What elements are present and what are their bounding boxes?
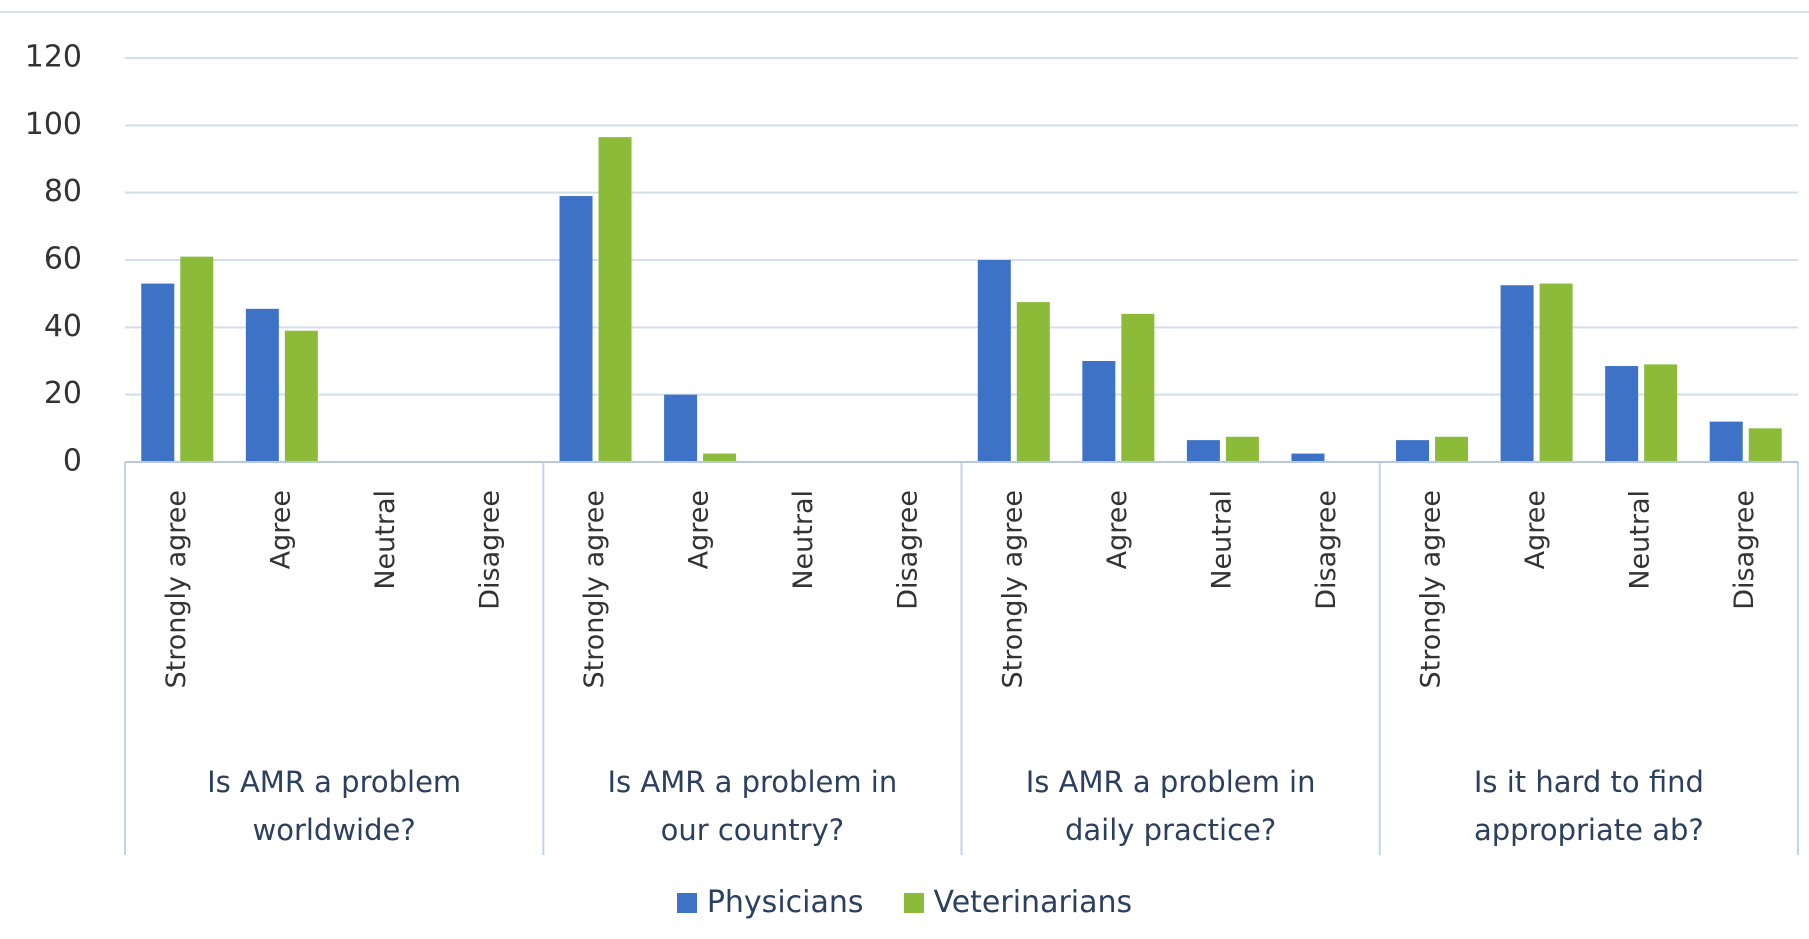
legend-item: Veterinarians — [903, 885, 1133, 920]
group-label: Is AMR a problem in daily practice? — [1025, 765, 1316, 847]
group-label: Is AMR a problem in our country? — [607, 765, 898, 847]
legend-label: Veterinarians — [933, 885, 1133, 920]
legend-swatch — [676, 892, 697, 913]
bar — [284, 330, 318, 462]
bar — [141, 283, 175, 462]
bar — [1186, 440, 1220, 462]
legend-item: Physicians — [676, 885, 864, 920]
x-tick-label: Neutral — [788, 490, 819, 590]
bar — [598, 137, 632, 462]
x-tick-label: Disagree — [1729, 490, 1760, 610]
bar — [1396, 440, 1430, 462]
x-tick-label: Strongly agree — [161, 490, 192, 688]
bar — [1748, 428, 1782, 462]
bar — [977, 260, 1011, 462]
x-tick-label: Neutral — [370, 490, 401, 590]
x-tick-label: Strongly agree — [997, 490, 1028, 688]
bar — [664, 394, 698, 462]
y-tick-label: 40 — [44, 309, 82, 344]
bar — [559, 196, 593, 463]
x-tick-label: Neutral — [1625, 490, 1656, 590]
x-tick-label: Disagree — [1311, 490, 1342, 610]
legend-swatch — [903, 892, 924, 913]
x-tick-label: Agree — [684, 490, 715, 569]
x-tick-label: Strongly agree — [1416, 490, 1447, 688]
bar — [1082, 361, 1116, 462]
x-tick-label: Neutral — [1206, 490, 1237, 590]
x-tick-label: Disagree — [893, 490, 924, 610]
bar — [245, 308, 279, 462]
bar — [1644, 364, 1678, 462]
x-tick-label: Disagree — [474, 490, 505, 610]
y-tick-label: 20 — [44, 376, 82, 411]
bar — [1435, 436, 1469, 462]
x-tick-label: Strongly agree — [579, 490, 610, 688]
bar — [1225, 436, 1259, 462]
bar — [1539, 283, 1573, 462]
bar — [1709, 421, 1743, 462]
x-tick-label: Agree — [265, 490, 296, 569]
group-label: Is it hard to find appropriate ab? — [1473, 765, 1704, 847]
bar — [180, 256, 214, 462]
legend-label: Physicians — [706, 885, 864, 920]
x-tick-label: Agree — [1520, 490, 1551, 569]
y-tick-label: 120 — [25, 40, 82, 75]
bar — [1291, 453, 1325, 462]
y-tick-label: 100 — [25, 107, 82, 142]
group-label: Is AMR a problem worldwide? — [207, 765, 462, 847]
bar — [1016, 302, 1050, 462]
x-tick-label: Agree — [1102, 490, 1133, 569]
bar — [1605, 366, 1639, 462]
legend: Physicians Veterinarians — [0, 885, 1809, 920]
bar — [1121, 313, 1155, 462]
bar — [1500, 285, 1534, 462]
y-tick-label: 60 — [44, 242, 82, 277]
bar — [703, 453, 737, 462]
y-tick-label: 80 — [44, 174, 82, 209]
y-tick-label: 0 — [63, 444, 82, 479]
